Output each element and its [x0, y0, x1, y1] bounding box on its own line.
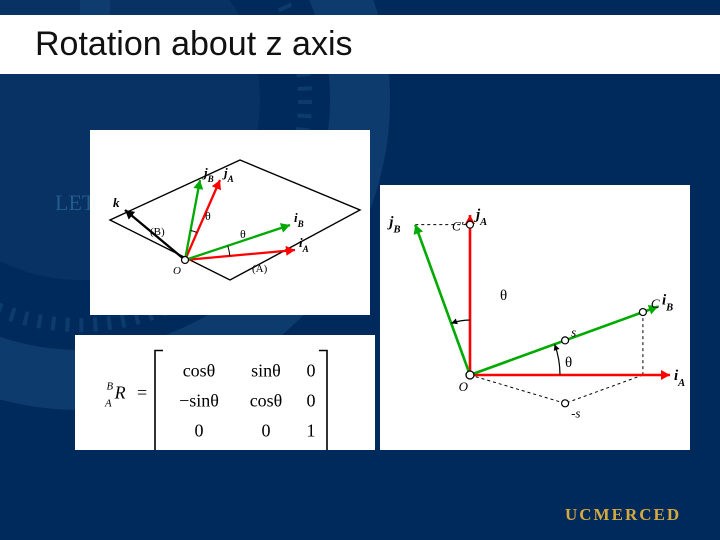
svg-text:s: s	[571, 324, 576, 339]
rotation-matrix: BAR=cosθsinθ0−sinθcosθ0001	[75, 335, 375, 450]
svg-text:(B): (B)	[150, 226, 165, 238]
diagram-3d-panel: kjAjBiAiBOθθ(B)(A)	[90, 130, 370, 315]
svg-text:θ: θ	[240, 227, 246, 241]
matrix-panel: BAR=cosθsinθ0−sinθcosθ0001	[75, 335, 375, 450]
svg-text:cosθ: cosθ	[250, 391, 283, 411]
diagram-3d: kjAjBiAiBOθθ(B)(A)	[90, 130, 370, 315]
diagram-2d: θθOCC's-siAiBjAjB	[380, 185, 690, 450]
svg-text:0: 0	[307, 361, 316, 381]
diagram-2d-panel: θθOCC's-siAiBjAjB	[380, 185, 690, 450]
svg-text:θ: θ	[205, 209, 211, 223]
svg-text:0: 0	[195, 421, 204, 441]
svg-text:O: O	[459, 379, 469, 394]
svg-text:C: C	[651, 296, 660, 311]
slide-title: Rotation about z axis	[35, 25, 685, 64]
svg-text:O: O	[173, 265, 181, 277]
svg-text:θ: θ	[565, 355, 572, 371]
title-bar: Rotation about z axis	[0, 15, 720, 74]
svg-text:sinθ: sinθ	[251, 361, 281, 381]
uc-merced-logo: UCMERCED	[565, 505, 681, 525]
svg-text:1: 1	[307, 421, 316, 441]
svg-text:=: =	[137, 383, 147, 403]
svg-text:cosθ: cosθ	[183, 361, 216, 381]
svg-text:k: k	[113, 195, 120, 210]
svg-text:(A): (A)	[252, 263, 268, 275]
svg-text:0: 0	[307, 391, 316, 411]
svg-text:0: 0	[262, 421, 271, 441]
svg-text:−sinθ: −sinθ	[179, 391, 219, 411]
svg-text:θ: θ	[500, 288, 507, 304]
svg-text:C': C'	[452, 219, 464, 234]
svg-text:-s: -s	[571, 405, 580, 420]
